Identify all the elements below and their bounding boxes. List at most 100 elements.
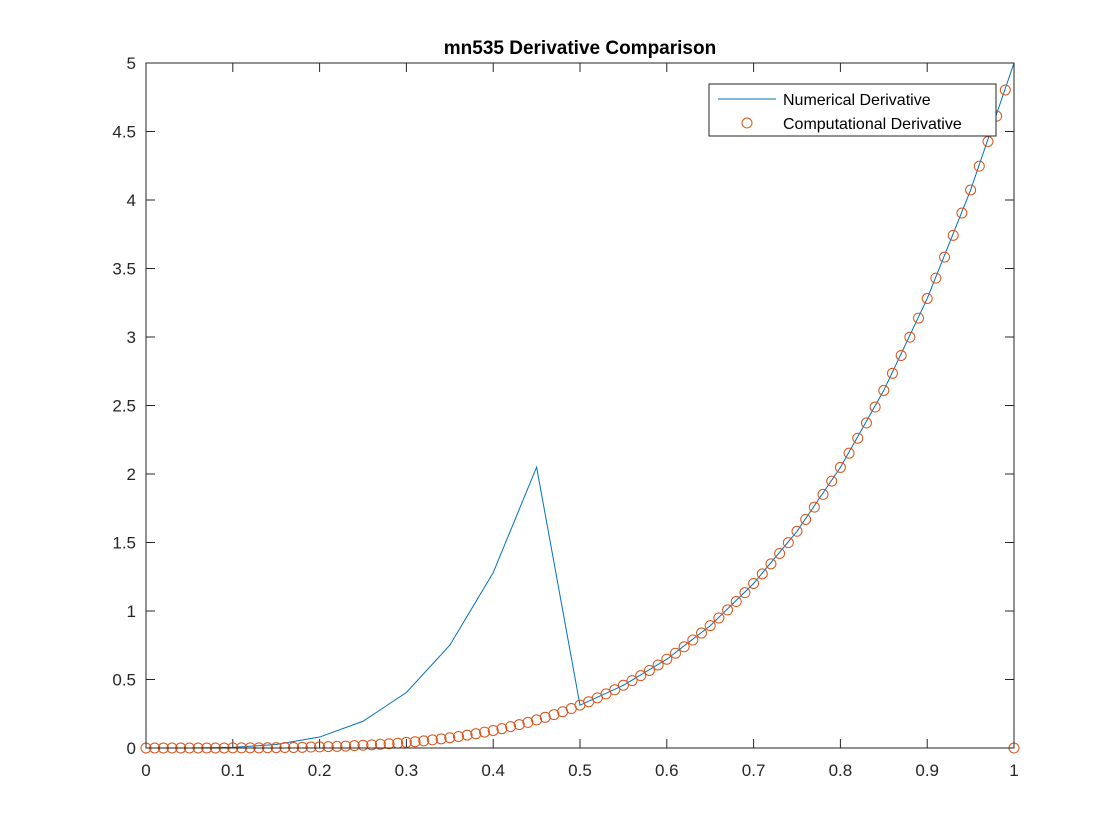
data-point-computational-derivative xyxy=(340,740,352,752)
data-point-computational-derivative xyxy=(400,736,412,748)
y-tick-label: 1 xyxy=(127,602,136,621)
data-point-computational-derivative xyxy=(331,740,343,752)
data-point-computational-derivative xyxy=(973,160,985,172)
data-point-computational-derivative xyxy=(834,461,846,473)
y-tick-label: 0.5 xyxy=(112,671,136,690)
data-point-computational-derivative xyxy=(826,475,838,487)
data-point-computational-derivative xyxy=(426,734,438,746)
series-line-numerical-derivative xyxy=(145,62,1015,749)
data-point-computational-derivative xyxy=(383,738,395,750)
data-point-computational-derivative xyxy=(288,741,300,753)
y-tick-label: 2.5 xyxy=(112,397,136,416)
data-point-computational-derivative xyxy=(704,620,716,632)
x-tick-label: 1 xyxy=(1009,761,1018,780)
data-point-computational-derivative xyxy=(461,729,473,741)
data-point-computational-derivative xyxy=(444,732,456,744)
data-point-computational-derivative xyxy=(730,596,742,608)
data-point-computational-derivative xyxy=(722,604,734,616)
x-tick-label: 0.5 xyxy=(568,761,592,780)
data-point-computational-derivative xyxy=(617,679,629,691)
data-point-computational-derivative xyxy=(652,659,664,671)
data-point-computational-derivative xyxy=(479,726,491,738)
data-point-computational-derivative xyxy=(696,627,708,639)
data-point-computational-derivative xyxy=(739,587,751,599)
y-tick-label: 3.5 xyxy=(112,260,136,279)
legend-box xyxy=(708,83,997,137)
data-point-computational-derivative xyxy=(878,384,890,396)
data-point-computational-derivative xyxy=(513,719,525,731)
y-tick-label: 2 xyxy=(127,465,136,484)
data-point-computational-derivative xyxy=(756,568,768,580)
data-point-computational-derivative xyxy=(435,733,447,745)
data-point-computational-derivative xyxy=(348,740,360,752)
data-point-computational-derivative xyxy=(409,736,421,748)
data-point-computational-derivative xyxy=(635,670,647,682)
data-point-computational-derivative xyxy=(418,735,430,747)
legend-entry-label: Numerical Derivative xyxy=(783,92,931,109)
x-tick-label: 0.1 xyxy=(221,761,245,780)
data-point-computational-derivative xyxy=(322,741,334,753)
legend-marker-swatch xyxy=(741,117,753,129)
data-point-computational-derivative xyxy=(661,653,673,665)
x-tick-label: 0.8 xyxy=(829,761,853,780)
data-point-computational-derivative xyxy=(765,558,777,570)
y-tick-label: 3 xyxy=(127,328,136,347)
y-tick-label: 4.5 xyxy=(112,123,136,142)
data-point-computational-derivative xyxy=(999,84,1011,96)
data-point-computational-derivative xyxy=(609,684,621,696)
x-tick-label: 0.3 xyxy=(395,761,419,780)
data-point-computational-derivative xyxy=(939,251,951,263)
data-point-computational-derivative xyxy=(357,739,369,751)
data-point-computational-derivative xyxy=(860,417,872,429)
data-point-computational-derivative xyxy=(930,272,942,284)
data-point-computational-derivative xyxy=(600,688,612,700)
x-tick-label: 0.7 xyxy=(742,761,766,780)
data-point-computational-derivative xyxy=(374,738,386,750)
data-point-computational-derivative xyxy=(678,641,690,653)
data-point-computational-derivative xyxy=(496,723,508,735)
data-point-computational-derivative xyxy=(843,447,855,459)
data-point-computational-derivative xyxy=(895,349,907,361)
data-point-computational-derivative xyxy=(669,647,681,659)
data-point-computational-derivative xyxy=(904,331,916,343)
data-point-computational-derivative xyxy=(913,312,925,324)
data-point-computational-derivative xyxy=(643,664,655,676)
x-tick-label: 0.2 xyxy=(308,761,332,780)
data-point-computational-derivative xyxy=(305,741,317,753)
plot-area xyxy=(146,63,1014,748)
data-point-computational-derivative xyxy=(713,612,725,624)
data-point-computational-derivative xyxy=(791,525,803,537)
x-tick-label: 0.6 xyxy=(655,761,679,780)
data-point-computational-derivative xyxy=(965,184,977,196)
x-tick-label: 0.9 xyxy=(915,761,939,780)
data-point-computational-derivative xyxy=(982,136,994,148)
data-point-computational-derivative xyxy=(817,488,829,500)
data-point-computational-derivative xyxy=(869,401,881,413)
data-point-computational-derivative xyxy=(314,741,326,753)
axis-ticks: 0 0.1 0.2 0.3 0.4 0.5 0.6 0.7 0.8 0.9 1 0 0.5 1 1.5 2 2.… xyxy=(112,54,1018,780)
data-point-computational-derivative xyxy=(470,728,482,740)
data-point-computational-derivative xyxy=(279,741,291,753)
data-point-computational-derivative xyxy=(886,367,898,379)
data-point-computational-derivative xyxy=(782,537,794,549)
axes-box xyxy=(145,62,1015,749)
data-point-computational-derivative xyxy=(452,730,464,742)
data-point-computational-derivative xyxy=(505,721,517,733)
data-point-computational-derivative xyxy=(800,513,812,525)
data-point-computational-derivative xyxy=(808,501,820,513)
y-tick-label: 4 xyxy=(127,191,136,210)
data-point-computational-derivative xyxy=(774,547,786,559)
y-tick-label: 1.5 xyxy=(112,534,136,553)
legend-entry-label: Computational Derivative xyxy=(783,116,962,133)
data-point-computational-derivative xyxy=(296,741,308,753)
data-point-computational-derivative xyxy=(366,739,378,751)
chart-title: mn535 Derivative Comparison xyxy=(444,38,716,59)
data-point-computational-derivative xyxy=(947,229,959,241)
x-tick-label: 0 xyxy=(141,761,150,780)
y-tick-label: 0 xyxy=(127,739,136,758)
data-point-computational-derivative xyxy=(522,716,534,728)
data-point-computational-derivative xyxy=(487,724,499,736)
data-point-computational-derivative xyxy=(687,634,699,646)
data-point-computational-derivative xyxy=(748,577,760,589)
